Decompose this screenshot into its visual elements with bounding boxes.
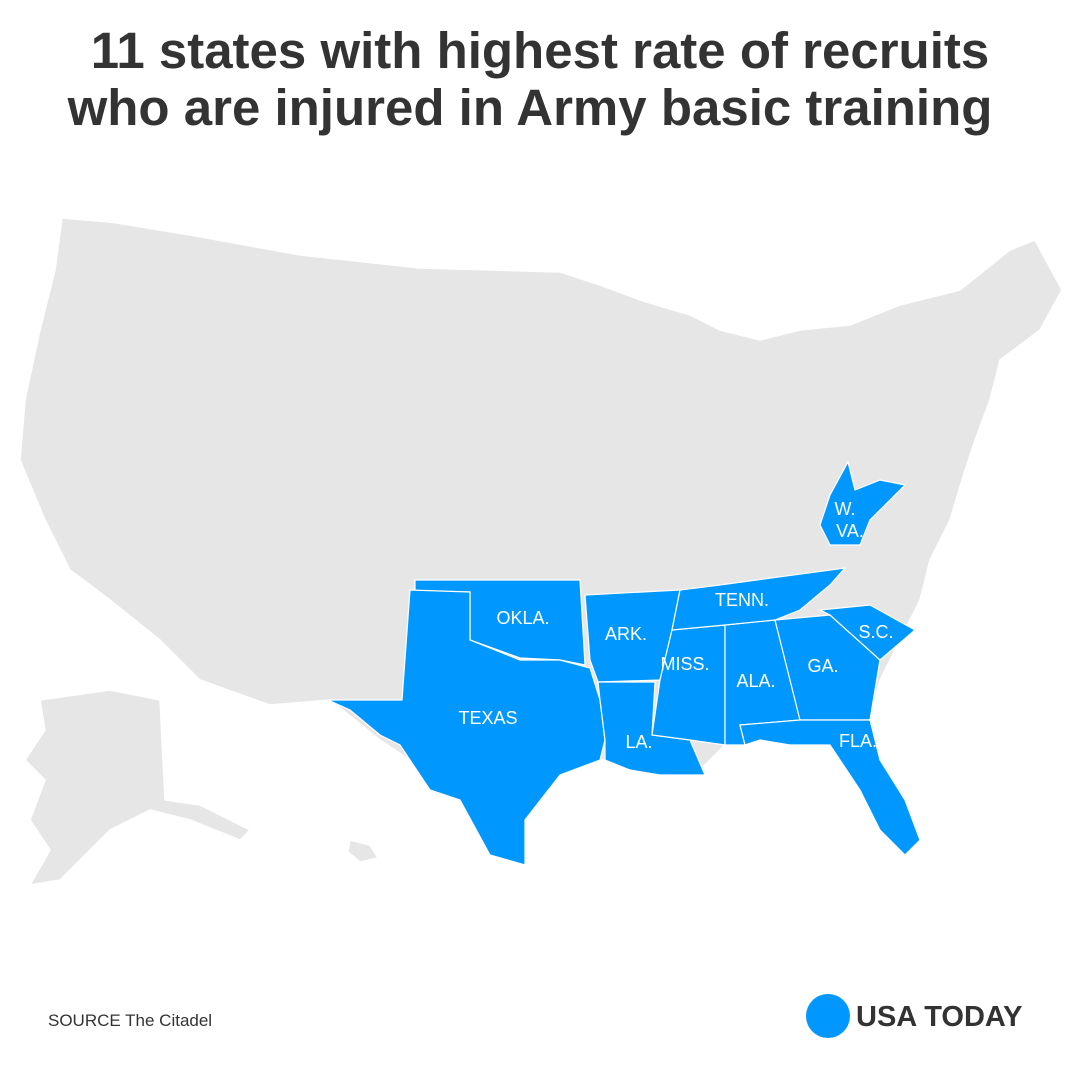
state-ga bbox=[774, 614, 881, 721]
state-label: ARK. bbox=[605, 624, 647, 644]
state-tx bbox=[327, 589, 606, 866]
alaska bbox=[24, 689, 252, 886]
brand: USA TODAY bbox=[856, 1001, 1023, 1033]
state-label: MISS. bbox=[660, 654, 709, 674]
state-label: LA. bbox=[625, 732, 652, 752]
state-label: GA. bbox=[807, 656, 838, 676]
hawaii bbox=[347, 839, 380, 863]
state-label: OKLA. bbox=[496, 608, 549, 628]
source: SOURCE The Citadel bbox=[48, 1011, 212, 1030]
state-label: VA. bbox=[836, 521, 864, 541]
state-label: ALA. bbox=[736, 671, 775, 691]
state-label: FLA. bbox=[839, 731, 877, 751]
state-label: TENN. bbox=[715, 590, 769, 610]
state-la bbox=[597, 681, 706, 776]
state-labels: W. VA. OKLA. ARK. TENN. S.C. MISS. ALA. … bbox=[458, 499, 893, 752]
state-label: S.C. bbox=[858, 622, 893, 642]
state-wv bbox=[819, 460, 907, 546]
title-line: 11 states with highest rate of recruits bbox=[91, 22, 989, 79]
title-line: who are injured in Army basic training bbox=[67, 79, 993, 136]
state-label: W. bbox=[835, 499, 856, 519]
state-sc bbox=[817, 604, 917, 661]
state-label: TEXAS bbox=[458, 708, 517, 728]
state-fl bbox=[739, 719, 921, 856]
map bbox=[19, 217, 1063, 886]
brand-dot bbox=[806, 994, 850, 1038]
state-tn bbox=[671, 567, 847, 631]
